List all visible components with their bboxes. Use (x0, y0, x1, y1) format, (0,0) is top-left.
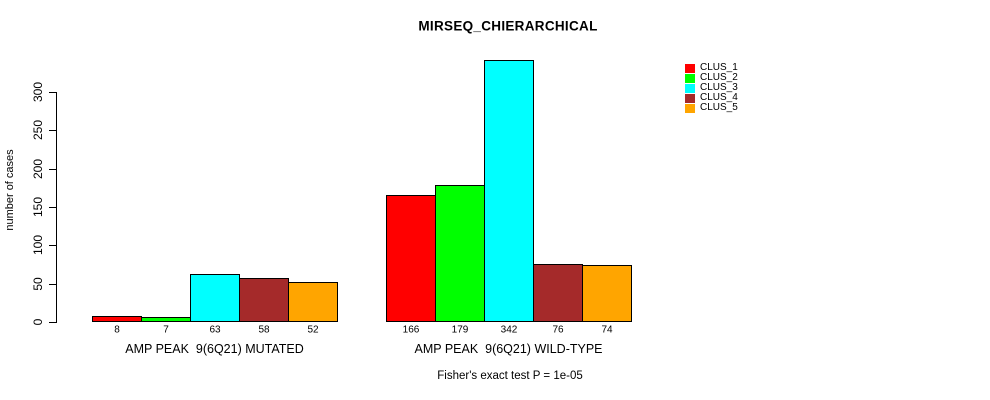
bar-clus_5-group2 (582, 265, 632, 322)
legend-item-clus_5: CLUS_5 (685, 103, 738, 113)
y-axis-tick (49, 322, 56, 323)
bar-value-label: 8 (114, 324, 120, 336)
legend-swatch-clus_3 (685, 83, 695, 93)
bar-clus_1-group2 (386, 195, 436, 322)
legend-label: CLUS_1 (700, 62, 738, 73)
bar-clus_2-group1 (141, 317, 191, 322)
y-tick-label: 300 (31, 81, 45, 103)
bar-clus_3-group2 (484, 60, 534, 322)
legend: CLUS_1 CLUS_2 CLUS_3 CLUS_4 CLUS_5 (685, 63, 738, 113)
legend-item-clus_4: CLUS_4 (685, 93, 738, 103)
y-tick-label: 250 (31, 119, 45, 141)
bar-value-label: 7 (163, 324, 169, 336)
bar-value-label: 342 (500, 324, 518, 336)
bar-value-label: 63 (209, 324, 221, 336)
y-tick-label: 150 (31, 196, 45, 218)
legend-label: CLUS_5 (700, 102, 738, 113)
legend-item-clus_3: CLUS_3 (685, 83, 738, 93)
y-tick-label: 50 (31, 277, 45, 291)
y-tick-label: 200 (31, 158, 45, 180)
bar-clus_4-group2 (533, 264, 583, 322)
y-tick-label: 0 (31, 318, 45, 326)
bar-clus_1-group1 (92, 316, 142, 322)
bar-clus_5-group1 (288, 282, 338, 322)
y-axis-label: number of cases (4, 149, 16, 231)
chart-title: MIRSEQ_CHIERARCHICAL (418, 18, 598, 34)
bar-clus_2-group2 (435, 185, 485, 322)
y-axis-tick (49, 130, 56, 131)
bar-value-label: 76 (552, 324, 564, 336)
bar-value-label: 58 (258, 324, 270, 336)
fisher-test-annotation: Fisher's exact test P = 1e-05 (437, 370, 583, 382)
y-axis-tick (49, 284, 56, 285)
legend-swatch-clus_4 (685, 93, 695, 103)
y-tick-label: 100 (31, 234, 45, 256)
legend-label: CLUS_2 (700, 72, 738, 83)
legend-label: CLUS_4 (700, 92, 738, 103)
y-axis-tick (49, 245, 56, 246)
y-axis-tick (49, 92, 56, 93)
legend-swatch-clus_5 (685, 103, 695, 113)
y-axis-line (56, 92, 57, 323)
bar-value-label: 166 (402, 324, 420, 336)
bar-clus_3-group1 (190, 274, 240, 322)
bar-clus_4-group1 (239, 278, 289, 322)
bar-value-label: 74 (601, 324, 613, 336)
bar-value-label: 179 (451, 324, 469, 336)
legend-label: CLUS_3 (700, 82, 738, 93)
y-axis-tick (49, 169, 56, 170)
legend-item-clus_1: CLUS_1 (685, 63, 738, 73)
x-group-label: AMP PEAK 9(6Q21) WILD-TYPE (414, 342, 603, 356)
bar-value-label: 52 (307, 324, 319, 336)
y-axis-tick (49, 207, 56, 208)
x-group-label: AMP PEAK 9(6Q21) MUTATED (125, 342, 304, 356)
legend-swatch-clus_1 (685, 63, 695, 73)
legend-swatch-clus_2 (685, 73, 695, 83)
legend-item-clus_2: CLUS_2 (685, 73, 738, 83)
